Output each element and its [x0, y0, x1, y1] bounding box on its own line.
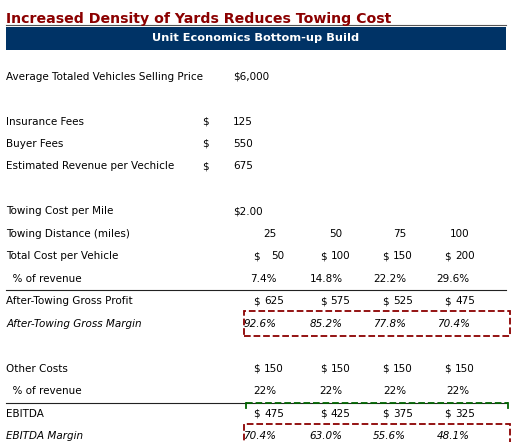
- Text: $: $: [253, 409, 260, 419]
- Text: 70.4%: 70.4%: [437, 319, 470, 329]
- Text: 22%: 22%: [319, 386, 343, 396]
- Text: Unit Economics Bottom-up Build: Unit Economics Bottom-up Build: [153, 33, 359, 43]
- Text: 150: 150: [393, 364, 413, 374]
- Text: 70.4%: 70.4%: [243, 431, 276, 441]
- Text: $: $: [203, 162, 209, 171]
- Text: 550: 550: [233, 139, 253, 149]
- Text: 200: 200: [455, 251, 475, 262]
- Text: % of revenue: % of revenue: [7, 386, 82, 396]
- Text: 48.1%: 48.1%: [437, 431, 470, 441]
- Text: $: $: [203, 116, 209, 127]
- Text: 22%: 22%: [383, 386, 406, 396]
- Text: $: $: [444, 409, 451, 419]
- Text: $: $: [444, 251, 451, 262]
- Text: 425: 425: [330, 409, 350, 419]
- Text: After-Towing Gross Margin: After-Towing Gross Margin: [7, 319, 142, 329]
- Text: $6,000: $6,000: [233, 71, 269, 82]
- Text: $: $: [382, 409, 389, 419]
- Text: Towing Distance (miles): Towing Distance (miles): [7, 229, 131, 239]
- Text: 22%: 22%: [447, 386, 470, 396]
- Text: % of revenue: % of revenue: [7, 274, 82, 284]
- Text: Estimated Revenue per Vechicle: Estimated Revenue per Vechicle: [7, 162, 175, 171]
- Text: 475: 475: [455, 297, 475, 306]
- Text: 150: 150: [455, 364, 475, 374]
- Text: 125: 125: [233, 116, 253, 127]
- Text: 675: 675: [233, 162, 253, 171]
- Text: 75: 75: [393, 229, 406, 239]
- Text: $: $: [319, 364, 326, 374]
- Text: $: $: [444, 297, 451, 306]
- Text: 625: 625: [264, 297, 284, 306]
- Text: 14.8%: 14.8%: [309, 274, 343, 284]
- Text: 50: 50: [271, 251, 284, 262]
- Text: $: $: [253, 364, 260, 374]
- Text: 85.2%: 85.2%: [310, 319, 343, 329]
- Text: Total Cost per Vehicle: Total Cost per Vehicle: [7, 251, 119, 262]
- Text: 55.6%: 55.6%: [373, 431, 406, 441]
- Text: 150: 150: [330, 364, 350, 374]
- Text: $: $: [319, 251, 326, 262]
- Text: $: $: [253, 297, 260, 306]
- Text: 575: 575: [330, 297, 350, 306]
- Text: 29.6%: 29.6%: [437, 274, 470, 284]
- Text: 63.0%: 63.0%: [310, 431, 343, 441]
- Text: 77.8%: 77.8%: [373, 319, 406, 329]
- Text: 25: 25: [263, 229, 276, 239]
- Text: EBITDA Margin: EBITDA Margin: [7, 431, 83, 441]
- Text: 22.2%: 22.2%: [373, 274, 406, 284]
- Text: Average Totaled Vehicles Selling Price: Average Totaled Vehicles Selling Price: [7, 71, 203, 82]
- Text: 150: 150: [264, 364, 284, 374]
- Text: 150: 150: [393, 251, 413, 262]
- Text: $: $: [203, 139, 209, 149]
- Text: 7.4%: 7.4%: [250, 274, 276, 284]
- Text: After-Towing Gross Profit: After-Towing Gross Profit: [7, 297, 133, 306]
- Text: 92.6%: 92.6%: [243, 319, 276, 329]
- Text: Increased Density of Yards Reduces Towing Cost: Increased Density of Yards Reduces Towin…: [7, 12, 392, 26]
- FancyBboxPatch shape: [7, 27, 505, 50]
- Text: 325: 325: [455, 409, 475, 419]
- Text: 100: 100: [331, 251, 350, 262]
- Text: EBITDA: EBITDA: [7, 409, 45, 419]
- Text: $: $: [382, 297, 389, 306]
- Text: Towing Cost per Mile: Towing Cost per Mile: [7, 206, 114, 216]
- Text: Other Costs: Other Costs: [7, 364, 69, 374]
- Text: 375: 375: [393, 409, 413, 419]
- Text: $: $: [382, 364, 389, 374]
- Text: $: $: [319, 409, 326, 419]
- Text: $: $: [253, 251, 260, 262]
- Text: $: $: [444, 364, 451, 374]
- Text: 525: 525: [393, 297, 413, 306]
- Text: $: $: [319, 297, 326, 306]
- Text: Insurance Fees: Insurance Fees: [7, 116, 84, 127]
- Text: Buyer Fees: Buyer Fees: [7, 139, 64, 149]
- Text: $: $: [382, 251, 389, 262]
- Text: $2.00: $2.00: [233, 206, 263, 216]
- Text: 50: 50: [329, 229, 343, 239]
- Text: 22%: 22%: [253, 386, 276, 396]
- Text: 100: 100: [450, 229, 470, 239]
- Text: 475: 475: [264, 409, 284, 419]
